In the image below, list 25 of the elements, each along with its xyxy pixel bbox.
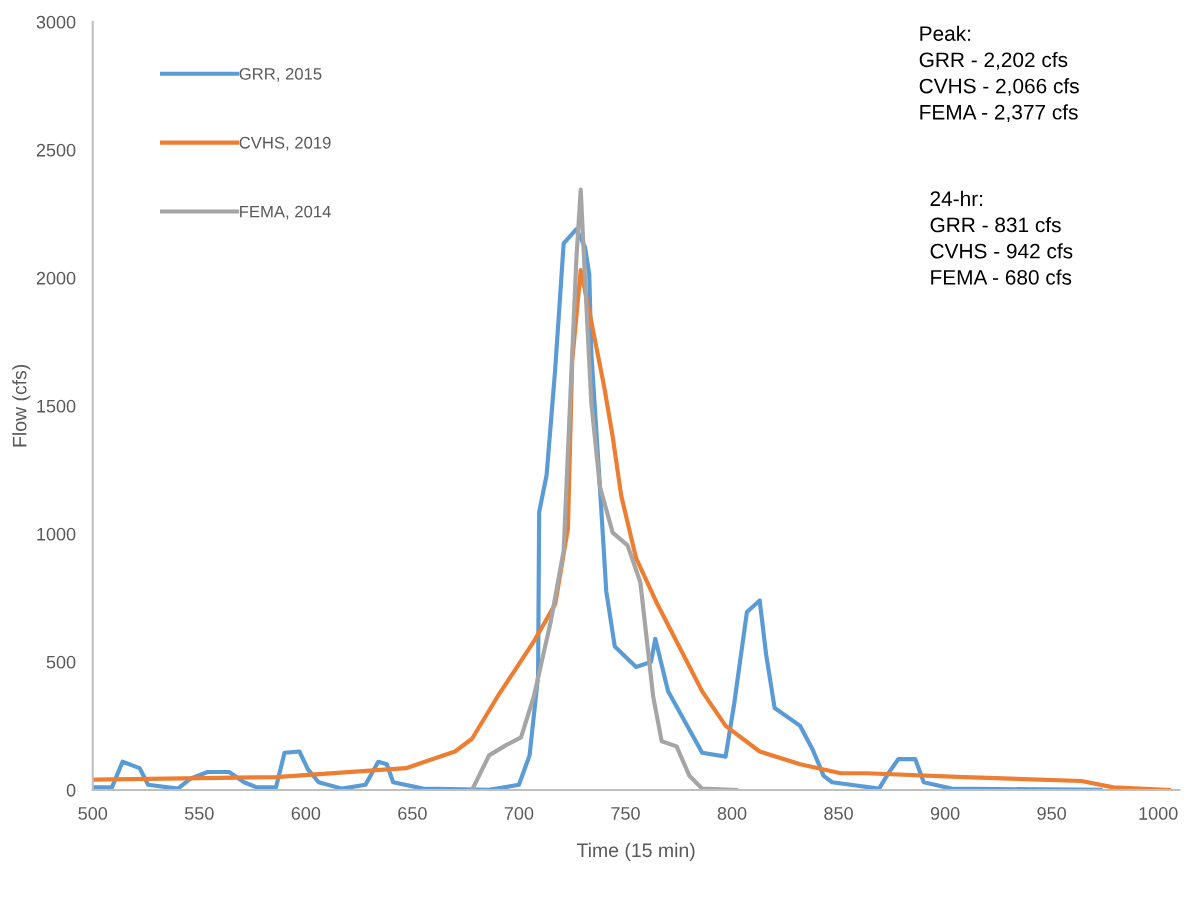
x-tick-label: 900 [930,807,960,820]
x-tick-label: 650 [398,807,427,820]
x-tick-label: 850 [824,807,853,820]
x-tick-label: 550 [184,807,214,820]
x-tick-label: 500 [78,807,108,820]
legend-label: CVHS, 2019 [239,136,331,151]
x-tick-label: 950 [1037,807,1066,820]
legend-label: GRR, 2015 [239,67,322,82]
y-tick-label: 2000 [36,271,76,285]
y-tick-label: 3000 [36,15,76,29]
y-tick-label: 0 [66,783,76,797]
y-tick-label: 2500 [36,143,76,157]
y-tick-label: 500 [46,655,76,669]
y-tick-label: 1000 [37,527,76,541]
annotation: 24-hr: GRR - 831 cfs CVHS - 942 cfs FEMA - 680 cfs [930,190,1073,285]
legend-label: FEMA, 2014 [240,205,331,220]
x-tick-label: 1000 [1139,807,1178,820]
x-tick-label: 800 [717,807,747,820]
annotation: Peak: GRR - 2,202 cfs CVHS - 2,066 cfs FEMA - 2,377 cfs [919,25,1079,123]
y-axis-title: Flow (cfs) [12,364,31,447]
x-axis-title: Time (15 min) [576,842,695,861]
y-tick-label: 1500 [37,399,76,413]
x-tick-label: 750 [611,807,640,820]
x-tick-label: 700 [504,807,534,820]
x-tick-label: 600 [291,807,321,820]
